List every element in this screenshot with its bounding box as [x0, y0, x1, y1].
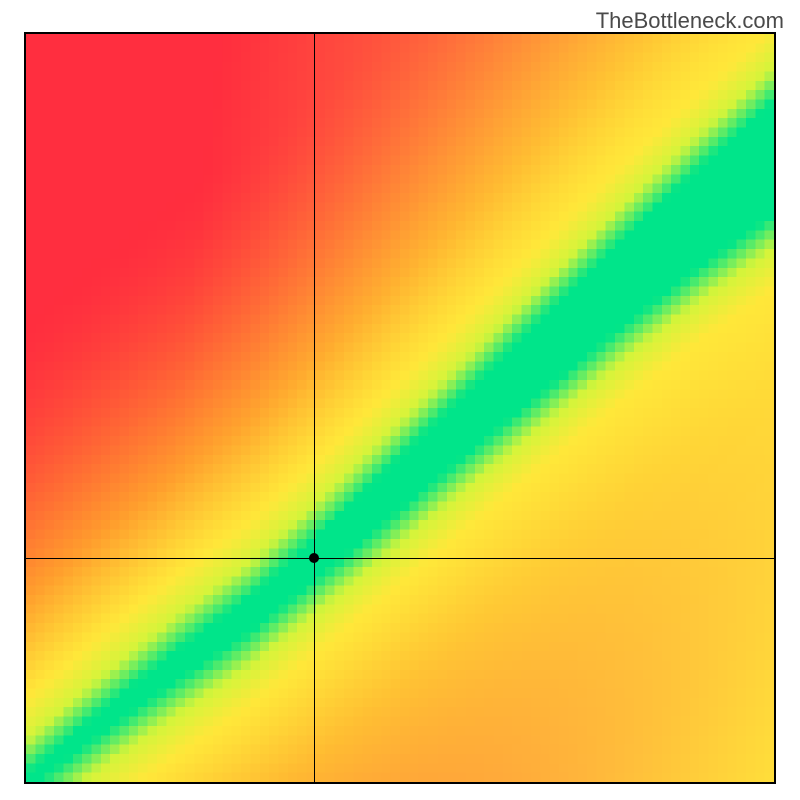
crosshair-horizontal — [26, 558, 774, 559]
crosshair-vertical — [314, 34, 315, 782]
watermark-text: TheBottleneck.com — [596, 8, 784, 34]
chart-container: TheBottleneck.com — [0, 0, 800, 800]
selected-point — [309, 553, 319, 563]
plot-area — [24, 32, 776, 784]
heatmap-canvas — [26, 34, 774, 782]
